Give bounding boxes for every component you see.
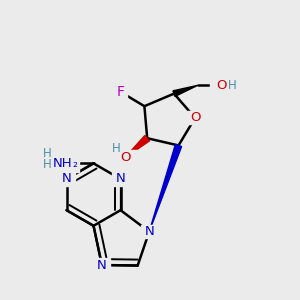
Text: N: N [61, 172, 71, 185]
Text: H: H [43, 158, 51, 171]
Text: N: N [116, 172, 125, 185]
Text: O: O [216, 79, 227, 92]
Text: H: H [228, 79, 237, 92]
Text: H: H [112, 142, 120, 155]
Text: NH: NH [52, 157, 72, 170]
Text: N: N [97, 259, 107, 272]
Bar [94, 259, 110, 272]
Bar [46, 154, 79, 172]
Bar [58, 172, 75, 185]
Text: F: F [117, 85, 125, 99]
Bar [210, 78, 234, 93]
Text: O: O [120, 151, 130, 164]
Bar [114, 85, 128, 99]
Text: N: N [144, 225, 154, 238]
Bar [112, 172, 129, 185]
Text: O: O [190, 111, 200, 124]
Polygon shape [149, 144, 182, 232]
Text: H: H [43, 147, 51, 161]
Polygon shape [125, 136, 149, 158]
Bar [187, 111, 203, 124]
Polygon shape [173, 85, 198, 96]
Text: ₂: ₂ [72, 157, 77, 170]
Bar [141, 225, 158, 238]
Bar [113, 150, 137, 165]
